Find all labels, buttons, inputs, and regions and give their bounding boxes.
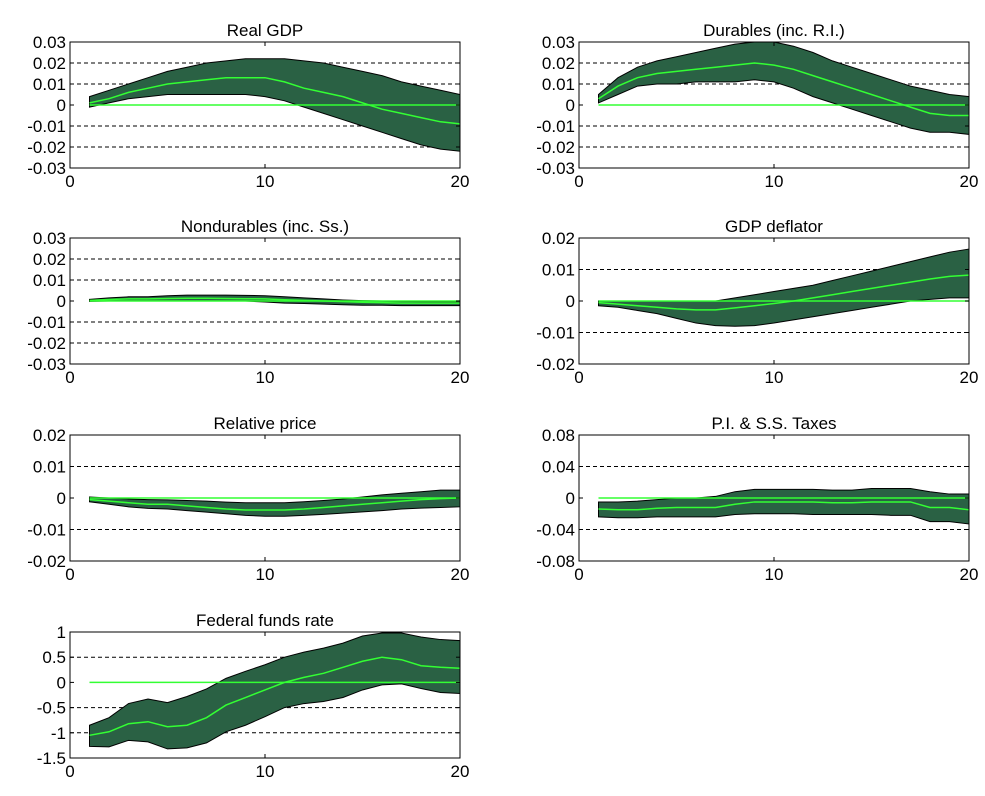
y-tick-label: 0.04 [542, 458, 575, 477]
y-tick-label: 0 [57, 96, 66, 115]
x-tick-label: 10 [765, 172, 784, 191]
chart-panel: Real GDP -0.03 -0.02 -0.01 0 0.01 0.02 0.03 0 10 2… [27, 21, 469, 191]
y-tick-label: -0.02 [27, 334, 66, 353]
x-tick-label: 0 [574, 172, 583, 191]
y-tick-label: -0.03 [27, 159, 66, 178]
chart-panel: Durables (inc. R.I.) -0.03 -0.02 -0.01 0 0.01… [536, 21, 978, 191]
panel-title: GDP deflator [725, 217, 823, 236]
y-tick-label: 1 [57, 623, 66, 642]
x-tick-label: 0 [65, 565, 74, 584]
y-tick-label: -0.02 [27, 138, 66, 157]
y-tick-label: 0.02 [542, 54, 575, 73]
confidence-band [89, 632, 461, 750]
x-tick-label: 0 [65, 762, 74, 781]
y-tick-label: 0.01 [33, 271, 66, 290]
median-line [89, 656, 461, 737]
y-tick-label: 0.08 [542, 426, 575, 445]
y-tick-label: 0.03 [33, 33, 66, 52]
x-tick-label: 10 [765, 368, 784, 387]
confidence-band [598, 248, 970, 327]
x-tick-label: 20 [960, 368, 979, 387]
x-tick-label: 20 [960, 172, 979, 191]
y-tick-label: -0.02 [536, 355, 575, 374]
y-tick-label: 0.5 [42, 648, 66, 667]
y-tick-label: 0 [57, 673, 66, 692]
y-tick-label: 0.01 [542, 75, 575, 94]
x-tick-label: 20 [960, 565, 979, 584]
confidence-band [598, 41, 970, 135]
y-tick-label: 0.02 [33, 54, 66, 73]
y-tick-label: 0.03 [542, 33, 575, 52]
y-tick-label: -0.03 [27, 355, 66, 374]
x-tick-label: 20 [451, 172, 470, 191]
median-line [598, 62, 969, 117]
x-tick-label: 0 [574, 368, 583, 387]
panel-title: Nondurables (inc. Ss.) [181, 217, 349, 236]
median-line [598, 501, 970, 511]
panel-title: Relative price [214, 414, 317, 433]
y-tick-label: 0 [566, 489, 575, 508]
y-tick-label: -0.01 [536, 324, 575, 343]
y-tick-label: -1.5 [37, 749, 66, 768]
median-line [598, 274, 970, 311]
chart-panel: Federal funds rate-1.5-1-0.500.510 10 20 [37, 611, 470, 781]
x-tick-label: 0 [574, 565, 583, 584]
y-tick-label: 0.03 [33, 229, 66, 248]
x-tick-label: 0 [65, 368, 74, 387]
chart-panel: Nondurables (inc. Ss.) -0.03 -0.02 -0.01 0 0.… [27, 217, 469, 387]
x-tick-label: 20 [451, 368, 470, 387]
x-tick-label: 20 [451, 565, 470, 584]
x-tick-label: 10 [256, 368, 275, 387]
x-tick-label: 10 [256, 172, 275, 191]
y-tick-label: 0 [566, 292, 575, 311]
y-tick-label: -0.5 [37, 699, 66, 718]
panel-title: Real GDP [227, 21, 304, 40]
confidence-band [89, 489, 461, 517]
y-tick-label: 0.01 [33, 75, 66, 94]
chart-panel: P.I. & S.S. Taxes -0.08 -0.04 0 0.04 0.08 0 10 2… [536, 414, 978, 584]
x-tick-label: 10 [256, 762, 275, 781]
confidence-band [598, 488, 970, 525]
x-tick-label: 0 [65, 172, 74, 191]
y-tick-label: -0.01 [27, 313, 66, 332]
x-tick-label: 10 [765, 565, 784, 584]
y-tick-label: -0.08 [536, 552, 575, 571]
x-tick-label: 20 [451, 762, 470, 781]
panel-title: Durables (inc. R.I.) [703, 21, 845, 40]
y-tick-label: -1 [51, 724, 66, 743]
y-tick-label: -0.02 [27, 552, 66, 571]
y-tick-label: 0 [57, 292, 66, 311]
y-tick-label: -0.01 [27, 117, 66, 136]
y-tick-label: -0.02 [536, 138, 575, 157]
panel-title: Federal funds rate [196, 611, 334, 630]
y-tick-label: 0.02 [542, 229, 575, 248]
y-tick-label: 0.02 [33, 250, 66, 269]
y-tick-label: 0.01 [542, 261, 575, 280]
y-tick-label: -0.04 [536, 521, 575, 540]
median-line [89, 76, 461, 125]
y-tick-label: 0.02 [33, 426, 66, 445]
chart-panel: Relative price -0.02 -0.01 0 0.01 0.02 0 10 20 [27, 414, 469, 584]
panel-title: P.I. & S.S. Taxes [711, 414, 836, 433]
y-tick-label: 0 [566, 96, 575, 115]
chart-panel: GDP deflator -0.02 -0.01 0 0.01 0.02 0 10 20 [536, 217, 978, 387]
y-tick-label: -0.01 [536, 117, 575, 136]
x-tick-label: 10 [256, 565, 275, 584]
y-tick-label: 0 [57, 489, 66, 508]
y-tick-label: 0.01 [33, 458, 66, 477]
median-line [89, 297, 460, 304]
y-tick-label: -0.03 [536, 159, 575, 178]
y-tick-label: -0.01 [27, 521, 66, 540]
median-line [89, 497, 461, 511]
